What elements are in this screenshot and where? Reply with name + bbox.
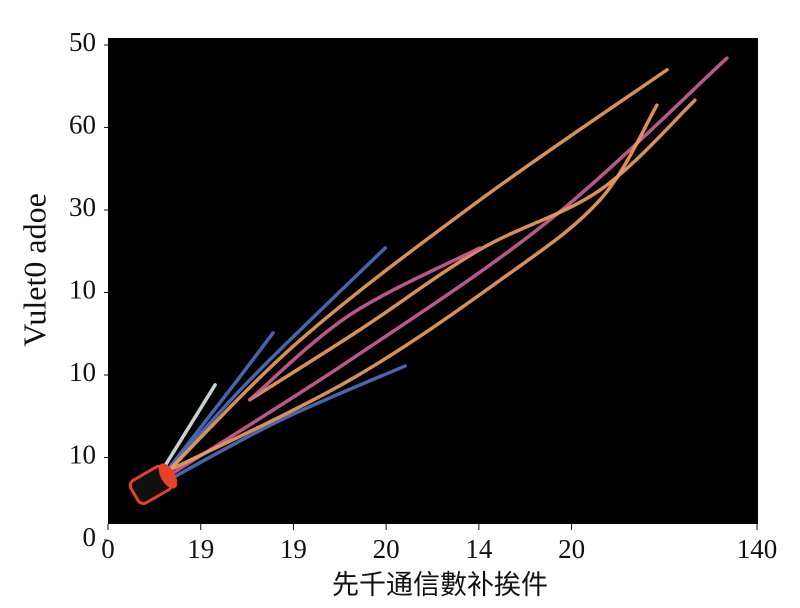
x-tick-label: 19 [280,534,307,564]
y-tick-label: 60 [69,110,96,140]
x-tick-label: 20 [373,534,400,564]
series-line [248,246,482,402]
y-axis-label: Vulet0 adoe [16,193,52,347]
x-tick-label: 14 [465,534,493,564]
series-line [168,56,729,477]
x-tick-label: 140 [737,534,778,564]
y-tick-label: 50 [69,27,96,57]
y-tick-label: 10 [69,275,96,305]
y-tick-label: 0 [83,522,97,552]
y-tick-label: 10 [69,357,96,387]
series-line [168,103,659,472]
y-tick-label: 30 [69,192,96,222]
series-line [158,364,407,487]
x-axis-label: 先千通信數补挨件 [332,570,548,600]
x-tick-label: 19 [187,534,214,564]
x-tick-label: 0 [101,534,115,564]
shuttlecock-base [128,463,178,506]
x-tick-label: 20 [558,534,585,564]
series-line [158,68,669,482]
cork-band [158,463,178,489]
series-line [158,331,275,482]
y-tick-label: 10 [69,440,96,470]
series-group [148,56,729,492]
